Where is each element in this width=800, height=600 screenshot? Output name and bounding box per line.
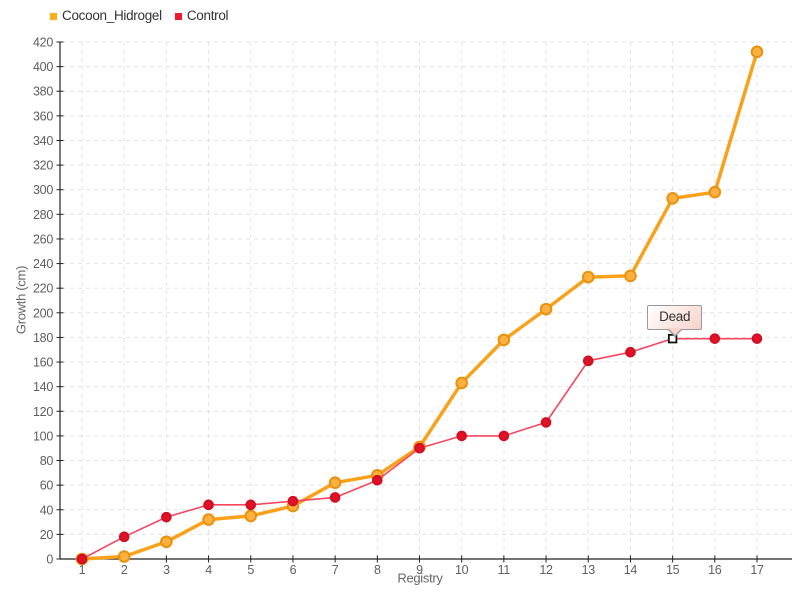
x-tick-label: 9 — [416, 563, 423, 577]
x-tick-label: 8 — [374, 563, 381, 577]
data-point-marker[interactable] — [624, 269, 637, 283]
data-point-marker[interactable] — [287, 495, 299, 507]
x-tick-label: 6 — [290, 563, 297, 577]
x-tick-label: 1 — [79, 563, 86, 577]
x-tick-label: 3 — [163, 563, 170, 577]
y-tick-label: 20 — [40, 528, 54, 542]
x-tick-label: 16 — [708, 563, 722, 577]
data-point-marker[interactable] — [244, 509, 258, 523]
data-point-marker[interactable] — [160, 535, 173, 549]
y-tick-label: 0 — [46, 553, 53, 567]
y-axis-title: Growth (cm) — [13, 265, 29, 335]
x-tick-label: 13 — [582, 563, 596, 577]
data-point-marker[interactable] — [245, 499, 257, 511]
dead-annotation-tooltip: Dead — [647, 304, 703, 337]
data-point-marker[interactable] — [708, 185, 722, 199]
data-point-marker[interactable] — [203, 499, 214, 511]
data-point-marker[interactable] — [582, 355, 594, 367]
x-tick-label: 11 — [498, 563, 511, 577]
data-point-marker[interactable] — [455, 376, 468, 390]
y-tick-label: 260 — [33, 232, 53, 246]
data-point-marker[interactable] — [540, 417, 552, 428]
data-point-marker[interactable] — [202, 513, 215, 526]
legend-item-cocoon-hidrogel[interactable]: Cocoon_Hidrogel — [50, 8, 162, 23]
x-tick-label: 10 — [455, 563, 469, 577]
data-point-marker[interactable] — [372, 474, 383, 486]
data-point-marker[interactable] — [161, 511, 172, 523]
y-tick-label: 320 — [33, 159, 53, 173]
y-tick-label: 200 — [33, 306, 53, 320]
tooltip-arrow-icon — [667, 327, 682, 335]
y-tick-label: 160 — [33, 356, 53, 370]
data-point-marker[interactable] — [497, 333, 511, 347]
x-tick-label: 7 — [332, 563, 339, 577]
legend-label-control: Control — [186, 8, 229, 23]
data-point-marker[interactable] — [328, 476, 342, 489]
data-point-marker[interactable] — [117, 550, 131, 563]
data-point-marker[interactable] — [76, 553, 88, 565]
data-point-marker[interactable] — [456, 430, 467, 442]
y-tick-label: 100 — [33, 429, 53, 443]
y-tick-label: 280 — [33, 208, 53, 222]
x-tick-label: 5 — [247, 563, 254, 577]
y-tick-label: 240 — [33, 257, 53, 271]
x-tick-label: 17 — [750, 563, 764, 577]
x-axis-title: Registry — [397, 570, 443, 586]
y-tick-label: 420 — [33, 36, 53, 50]
y-tick-label: 120 — [33, 405, 53, 419]
y-tick-label: 220 — [33, 282, 53, 296]
y-tick-label: 360 — [33, 109, 53, 123]
x-tick-label: 15 — [666, 563, 680, 577]
x-tick-label: 2 — [121, 563, 128, 577]
dead-annotation-label: Dead — [659, 308, 691, 324]
y-tick-label: 140 — [33, 380, 53, 394]
legend-swatch-control-icon — [174, 13, 182, 20]
x-tick-label: 4 — [205, 563, 212, 577]
data-point-marker[interactable] — [625, 346, 636, 358]
y-tick-label: 400 — [33, 60, 53, 74]
legend-swatch-cocoon-icon — [50, 13, 57, 20]
data-point-marker[interactable] — [118, 531, 130, 543]
y-tick-label: 340 — [33, 134, 53, 148]
tick-labels: 0 20 40 60 80 100 120 140 160 180 200 220 240 260 280 3… — [33, 36, 764, 578]
axes — [56, 41, 792, 563]
data-point-marker[interactable] — [414, 442, 425, 454]
data-point-marker[interactable] — [329, 492, 341, 503]
data-point-marker[interactable] — [581, 270, 595, 284]
series-control — [76, 333, 763, 565]
gridlines — [62, 41, 792, 559]
y-tick-label: 60 — [40, 479, 54, 493]
y-tick-label: 380 — [33, 85, 53, 99]
legend: Cocoon_Hidrogel Control — [50, 8, 229, 23]
x-tick-label: 14 — [624, 563, 638, 577]
y-tick-label: 80 — [40, 454, 54, 468]
y-tick-label: 180 — [33, 331, 53, 345]
legend-item-control[interactable]: Control — [174, 8, 229, 23]
data-point-marker[interactable] — [666, 192, 679, 205]
data-point-marker[interactable] — [539, 302, 553, 316]
y-tick-label: 40 — [40, 503, 54, 517]
y-tick-label: 300 — [33, 183, 53, 197]
x-tick-label: 12 — [539, 563, 553, 577]
data-point-marker[interactable] — [751, 333, 763, 344]
data-point-marker[interactable] — [750, 45, 764, 59]
data-point-marker[interactable] — [709, 333, 721, 344]
legend-label-cocoon-hidrogel: Cocoon_Hidrogel — [62, 8, 162, 23]
data-point-marker[interactable] — [498, 430, 510, 442]
